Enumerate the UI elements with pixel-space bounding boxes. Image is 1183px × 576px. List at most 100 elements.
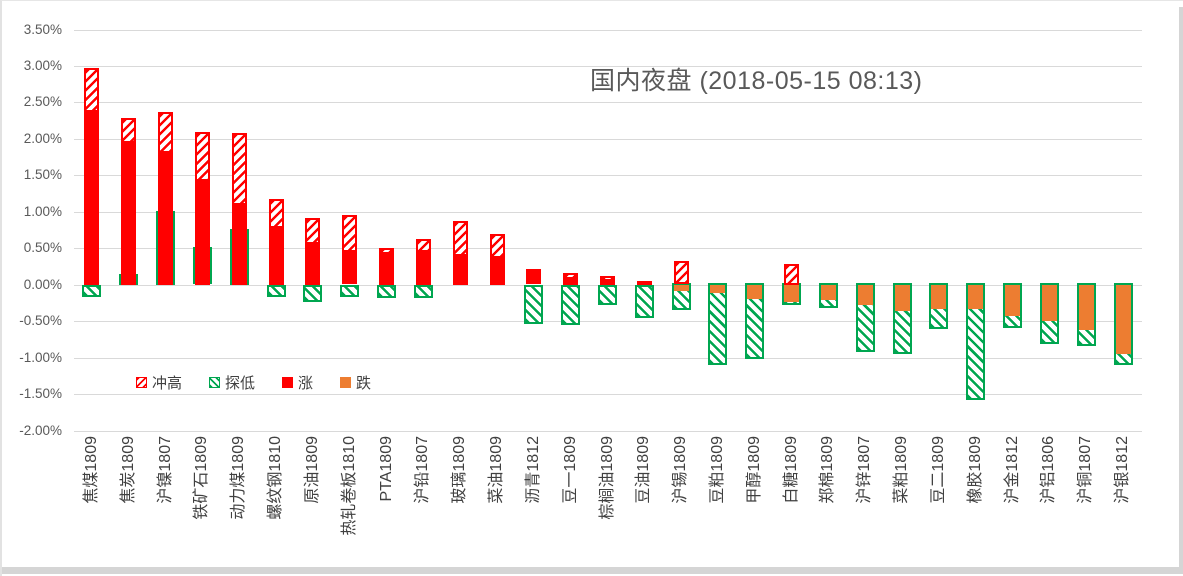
x-axis-label: 沪金1812 bbox=[1004, 436, 1021, 504]
x-axis-label: 铁矿石1809 bbox=[193, 436, 210, 520]
bar-low-segment bbox=[524, 285, 543, 325]
x-axis-label: 沪铝1806 bbox=[1040, 436, 1057, 504]
gridline bbox=[74, 139, 1142, 140]
bar-close-segment bbox=[710, 285, 725, 294]
bar-close-segment bbox=[121, 141, 136, 285]
x-axis-label: 沪锡1809 bbox=[672, 436, 689, 504]
x-axis-label: 白糖1809 bbox=[783, 436, 800, 504]
y-tick-label: 0.00% bbox=[23, 277, 62, 292]
x-axis-label: 菜油1809 bbox=[488, 436, 505, 504]
bar-close-segment bbox=[342, 250, 357, 285]
x-axis-label: 焦炭1809 bbox=[120, 436, 137, 504]
bar-close-segment bbox=[453, 254, 468, 285]
gridline bbox=[74, 102, 1142, 103]
x-axis-label: 沪银1812 bbox=[1114, 436, 1131, 504]
bar-close-segment bbox=[1079, 285, 1094, 331]
gridline bbox=[74, 66, 1142, 67]
x-axis-label: 沪铅1807 bbox=[414, 436, 431, 504]
bar-close-segment bbox=[379, 252, 394, 285]
y-tick-label: 3.50% bbox=[23, 22, 62, 37]
bar-close-segment bbox=[195, 179, 210, 285]
bar-close-segment bbox=[158, 151, 173, 286]
x-axis-label: 豆一1809 bbox=[562, 436, 579, 504]
bar-close-segment bbox=[784, 285, 799, 302]
bar-close-segment bbox=[526, 269, 541, 285]
bar-close-segment bbox=[747, 285, 762, 299]
bar-close-segment bbox=[1116, 285, 1131, 354]
high-swatch-icon bbox=[136, 377, 147, 388]
y-tick-label: -2.00% bbox=[19, 423, 62, 438]
bar-low-segment bbox=[377, 285, 396, 299]
gridline bbox=[74, 321, 1142, 322]
x-axis-label: 豆油1809 bbox=[635, 436, 652, 504]
gridline bbox=[74, 431, 1142, 432]
y-tick-label: -1.50% bbox=[19, 386, 62, 401]
bar-close-segment bbox=[490, 256, 505, 286]
bar-low-segment bbox=[708, 283, 727, 366]
gridline bbox=[74, 30, 1142, 31]
legend-item-high: 冲高 bbox=[136, 372, 182, 393]
x-axis-label: 螺纹钢1810 bbox=[267, 436, 284, 520]
legend: 冲高 探低 涨 跌 bbox=[136, 372, 371, 393]
bar-close-segment bbox=[895, 285, 910, 311]
bar-low-segment bbox=[966, 283, 985, 401]
chart-title: 国内夜盘 (2018-05-15 08:13) bbox=[590, 67, 923, 95]
x-axis-label: 菜粕1809 bbox=[893, 436, 910, 504]
y-tick-label: 2.50% bbox=[23, 94, 62, 109]
x-axis-label: 沪镍1807 bbox=[157, 436, 174, 504]
up-swatch-icon bbox=[282, 377, 294, 388]
bar-close-segment bbox=[563, 277, 578, 285]
x-axis-label: 玻璃1809 bbox=[451, 436, 468, 504]
y-tick-label: 1.00% bbox=[23, 204, 62, 219]
x-axis-label: PTA1809 bbox=[378, 436, 395, 502]
bar-close-segment bbox=[858, 285, 873, 306]
legend-label: 探低 bbox=[225, 375, 256, 392]
bar-low-segment bbox=[635, 285, 654, 318]
bar-close-segment bbox=[232, 203, 247, 285]
bar-low-segment bbox=[340, 285, 359, 297]
y-tick-label: 2.00% bbox=[23, 131, 62, 146]
bar-low-segment bbox=[267, 285, 286, 297]
bar-close-segment bbox=[416, 250, 431, 285]
window-frame-right bbox=[1179, 7, 1183, 568]
bar-low-segment bbox=[745, 283, 764, 360]
x-axis-label: 棕榈油1809 bbox=[599, 436, 616, 520]
window-frame-bottom bbox=[2, 567, 1183, 574]
bar-low-segment bbox=[561, 285, 580, 326]
x-axis-label: 甲醇1809 bbox=[746, 436, 763, 504]
legend-item-down: 跌 bbox=[340, 372, 371, 393]
bar-close-segment bbox=[269, 226, 284, 285]
x-axis-label: 沥青1812 bbox=[525, 436, 542, 504]
bar-close-segment bbox=[1042, 285, 1057, 321]
x-axis-label: 沪锌1807 bbox=[856, 436, 873, 504]
low-swatch-icon bbox=[209, 377, 221, 388]
bar-high-segment bbox=[674, 261, 689, 285]
bar-low-segment bbox=[598, 285, 617, 305]
legend-label: 冲高 bbox=[152, 375, 183, 392]
gridline bbox=[74, 358, 1142, 359]
bar-high-segment bbox=[784, 264, 799, 286]
x-axis-label: 热轧卷板1810 bbox=[341, 436, 358, 536]
down-swatch-icon bbox=[340, 377, 352, 388]
bar-close-segment bbox=[931, 285, 946, 310]
legend-item-up: 涨 bbox=[282, 372, 313, 393]
bar-close-segment bbox=[305, 242, 320, 285]
x-axis-label: 焦煤1809 bbox=[83, 436, 100, 504]
y-tick-label: 0.50% bbox=[23, 240, 62, 255]
gridline bbox=[74, 394, 1142, 395]
gridline bbox=[74, 212, 1142, 213]
legend-label: 涨 bbox=[298, 375, 314, 392]
bar-close-segment bbox=[968, 285, 983, 310]
gridline bbox=[74, 175, 1142, 176]
y-tick-label: -1.00% bbox=[19, 350, 62, 365]
bar-low-segment bbox=[82, 285, 101, 298]
legend-item-low: 探低 bbox=[209, 372, 255, 393]
x-axis-label: 动力煤1809 bbox=[230, 436, 247, 520]
bar-close-segment bbox=[674, 285, 689, 291]
bar-close-segment bbox=[600, 279, 615, 285]
x-axis-label: 沪铜1807 bbox=[1077, 436, 1094, 504]
x-axis-label: 橡胶1809 bbox=[967, 436, 984, 504]
bar-close-segment bbox=[821, 285, 836, 300]
